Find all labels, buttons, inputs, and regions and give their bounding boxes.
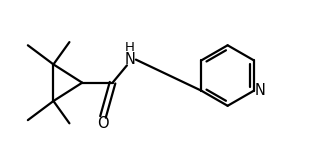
Text: H: H <box>125 41 135 54</box>
Text: O: O <box>97 116 109 131</box>
Text: N: N <box>125 52 135 67</box>
Text: N: N <box>254 83 265 98</box>
